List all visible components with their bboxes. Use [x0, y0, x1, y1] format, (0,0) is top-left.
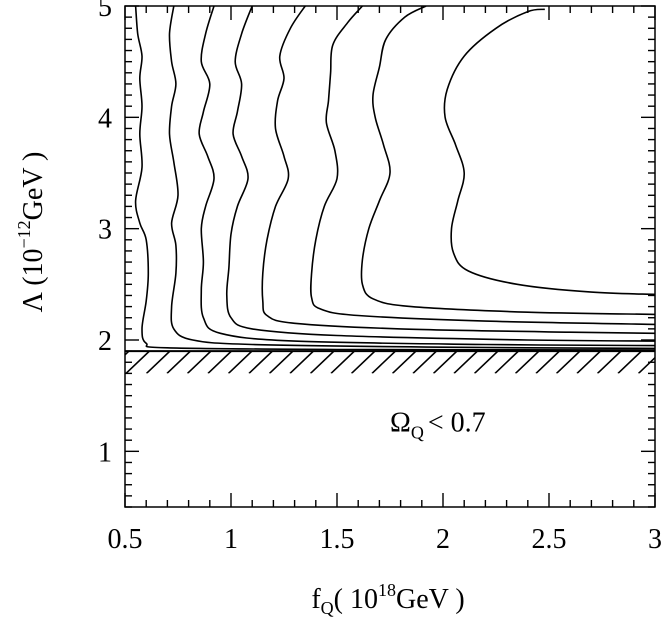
hatch-stroke — [371, 351, 396, 374]
x-tick-label: 2 — [436, 524, 450, 555]
hatch-stroke — [125, 351, 150, 374]
hatch-stroke — [659, 351, 663, 373]
plot-frame — [124, 5, 656, 508]
y-tick-label: 3 — [98, 215, 112, 246]
hatch-stroke — [555, 351, 581, 374]
contour-lines — [134, 6, 655, 351]
series-contour-6 — [309, 6, 655, 326]
hatch-stroke — [453, 351, 478, 374]
omega-annotation: ΩQ < 0.7 — [390, 407, 486, 442]
y-tick-label: 5 — [98, 0, 112, 23]
series-contour-4 — [225, 6, 655, 342]
series-contour-2 — [168, 6, 655, 350]
y-tick-label: 4 — [98, 103, 112, 134]
axis-ticks — [124, 5, 656, 508]
hatch-stroke — [473, 351, 499, 374]
hatch-stroke — [289, 351, 314, 374]
hatch-stroke — [576, 351, 601, 374]
hatch-stroke — [227, 351, 253, 374]
x-tick-label: 2.5 — [532, 524, 567, 555]
y-tick-label: 1 — [98, 437, 112, 468]
y-tick-labels: 1 2 3 4 5 — [98, 0, 112, 468]
hatch-stroke — [494, 351, 519, 374]
x-tick-label: 1.5 — [320, 524, 355, 555]
hatch-stroke — [535, 351, 560, 374]
hatch-stroke — [391, 351, 417, 374]
hatch-stroke — [207, 351, 232, 374]
y-tick-label: 2 — [98, 326, 112, 357]
hatch-stroke — [432, 351, 458, 374]
x-tick-labels: 0.5 1 1.5 2 2.5 3 — [108, 524, 663, 555]
x-tick-label: 0.5 — [108, 524, 143, 555]
y-axis-title: Λ (10−12GeV ) — [14, 152, 49, 313]
hatch-stroke — [412, 351, 437, 374]
excluded-region-hatch — [125, 351, 663, 374]
hatch-stroke — [596, 351, 622, 374]
series-contour-5 — [261, 6, 655, 335]
x-tick-label: 3 — [648, 524, 662, 555]
series-contour-7 — [360, 6, 655, 316]
series-contour-3 — [198, 6, 655, 347]
hatch-stroke — [350, 351, 376, 374]
x-axis-title: fQ( 1018GeV ) — [311, 580, 464, 617]
series-contour-1 — [134, 6, 655, 351]
hatch-stroke — [166, 351, 191, 374]
hatch-stroke — [248, 351, 273, 374]
hatch-stroke — [186, 351, 212, 374]
hatch-stroke — [330, 351, 355, 374]
hatch-stroke — [145, 351, 171, 374]
hatch-stroke — [617, 351, 642, 374]
x-tick-label: 1 — [224, 524, 238, 555]
hatch-stroke — [514, 351, 540, 374]
hatch-stroke — [268, 351, 294, 374]
hatch-stroke — [309, 351, 335, 374]
series-contour-8 — [443, 8, 655, 296]
